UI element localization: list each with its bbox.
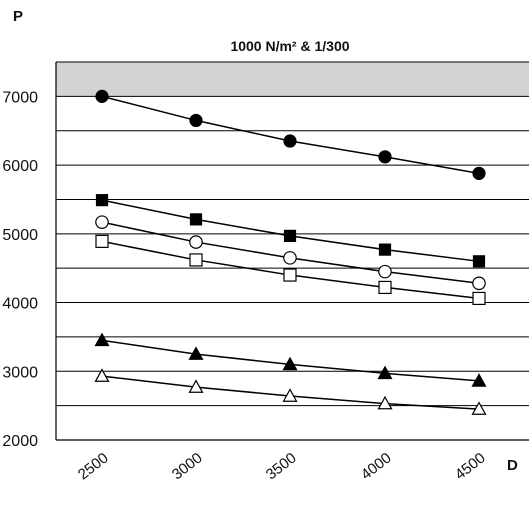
series-filled-circle — [95, 89, 486, 180]
x-tick-label: 3500 — [263, 449, 300, 483]
data-point — [94, 332, 110, 347]
data-point — [189, 113, 203, 128]
chart-title: 1000 N/m² & 1/300 — [230, 38, 349, 54]
y-tick-label: 4000 — [2, 296, 38, 313]
x-tick-label: 2500 — [75, 449, 112, 483]
shaded-band — [56, 62, 529, 97]
data-point — [282, 356, 298, 371]
series-filled-square — [95, 194, 486, 268]
data-point — [471, 373, 487, 387]
data-point — [471, 401, 487, 415]
data-point — [189, 213, 203, 226]
data-point — [378, 243, 392, 256]
series-open-circle — [95, 215, 486, 291]
data-point — [472, 166, 486, 180]
data-point — [378, 150, 392, 164]
data-point — [472, 291, 486, 306]
x-tick-label: 4000 — [358, 449, 395, 483]
x-tick-label: 3000 — [169, 449, 206, 483]
data-point — [95, 234, 109, 248]
data-point — [95, 215, 109, 229]
series-open-triangle — [94, 368, 487, 415]
data-point — [282, 388, 298, 402]
data-point — [283, 268, 297, 282]
data-point — [189, 253, 203, 267]
data-point — [472, 276, 486, 291]
axes — [55, 62, 529, 441]
data-point — [377, 365, 393, 380]
series-filled-triangle — [94, 332, 487, 387]
data-point — [95, 89, 109, 103]
data-point — [188, 346, 204, 360]
y-axis-label: P — [13, 8, 23, 25]
x-tick-label: 4500 — [452, 449, 489, 483]
tick-labels: 2000 3000 4000 5000 6000 7000 2500 3000 3500 4000… — [2, 89, 488, 483]
plot-area — [56, 62, 529, 97]
series-open-square — [95, 234, 486, 306]
data-point — [283, 134, 297, 148]
data-point — [378, 280, 392, 295]
data-point — [188, 379, 204, 393]
data-point — [95, 194, 109, 207]
data-point — [377, 395, 393, 410]
data-point — [378, 264, 392, 279]
data-point — [94, 368, 110, 382]
x-axis-label: D — [507, 457, 518, 474]
y-tick-label: 2000 — [2, 433, 38, 450]
data-point — [283, 229, 297, 242]
data-point — [189, 235, 203, 249]
y-tick-label: 6000 — [2, 158, 38, 175]
data-point — [283, 251, 297, 265]
y-tick-label: 5000 — [2, 227, 38, 244]
y-tick-label: 7000 — [2, 89, 38, 106]
y-tick-label: 3000 — [2, 364, 38, 381]
series-layer — [94, 89, 487, 415]
data-point — [472, 255, 486, 268]
